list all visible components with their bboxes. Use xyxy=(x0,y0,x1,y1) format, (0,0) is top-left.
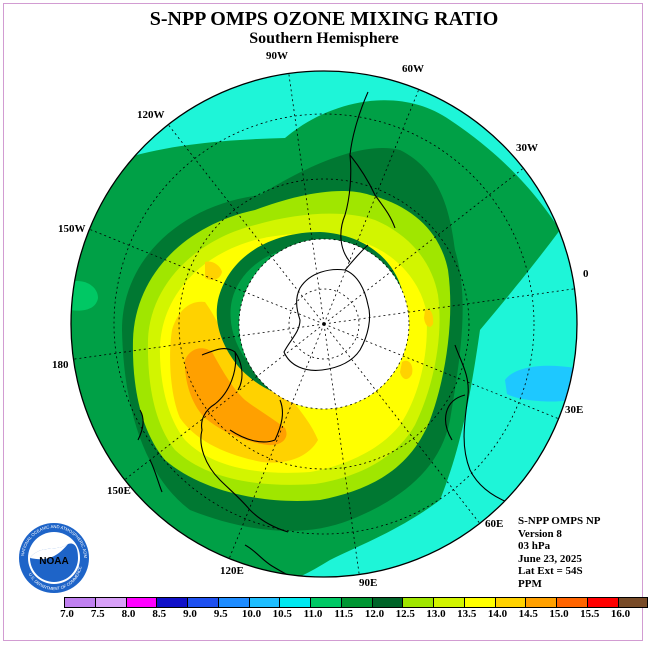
meridian-line xyxy=(323,323,559,420)
longitude-label: 180 xyxy=(52,359,69,371)
colorbar xyxy=(64,597,648,608)
latitude-circle-60s xyxy=(178,178,470,470)
colorbar-cell xyxy=(187,597,218,608)
meridian-line xyxy=(89,228,325,325)
longitude-label: 120E xyxy=(220,565,244,577)
longitude-label: 150W xyxy=(58,223,86,235)
colorbar-tick-label: 14.0 xyxy=(487,608,508,620)
gold-spot-northeast xyxy=(424,308,434,327)
colorbar-tick-label: 7.0 xyxy=(60,608,74,620)
info-pressure-level: 03 hPa xyxy=(518,540,551,552)
colorbar-tick-label: 9.0 xyxy=(183,608,197,620)
colorbar-tick-label: 15.0 xyxy=(549,608,569,620)
colorbar-cell xyxy=(340,597,372,608)
info-units: PPM xyxy=(518,577,542,590)
longitude-label: 90W xyxy=(266,50,288,62)
colorbar-tick-label: 10.0 xyxy=(241,608,262,620)
longitude-label: 30E xyxy=(565,404,584,416)
colorbar-cell xyxy=(494,597,526,608)
info-instrument: S-NPP OMPS NP xyxy=(518,515,601,527)
longitude-label: 0 xyxy=(583,268,589,280)
map-frame xyxy=(3,3,643,641)
colorbar-cell xyxy=(556,597,587,608)
gold-spot-east xyxy=(400,360,413,380)
map-boundary xyxy=(70,70,578,578)
colorbar-tick-label: 13.0 xyxy=(426,608,446,620)
colorbar-cell xyxy=(248,597,280,608)
meridian-line xyxy=(288,73,325,325)
graticule xyxy=(73,73,575,575)
colorbar-cell xyxy=(371,597,403,608)
meridian-line xyxy=(124,323,325,481)
colorbar-tick-label: 12.0 xyxy=(364,608,385,620)
colorbar-tick-label: 8.5 xyxy=(152,608,167,620)
latitude-circle-50s xyxy=(113,113,535,535)
colorbar-cell xyxy=(525,597,556,608)
colorbar-cell xyxy=(217,597,249,608)
colorbar-tick-label: 16.0 xyxy=(610,608,631,620)
longitude-label: 30W xyxy=(516,142,538,154)
colorbar-cell xyxy=(586,597,618,608)
colorbar-tick-label: 15.5 xyxy=(580,608,600,620)
colorbar-tick-label: 11.0 xyxy=(303,608,323,620)
latitude-circle-80s xyxy=(288,288,360,360)
colorbar-tick-label: 12.5 xyxy=(395,608,415,620)
colorbar-cell xyxy=(433,597,464,608)
green-patch-west xyxy=(71,281,98,311)
colorbar-tick-label: 9.5 xyxy=(213,608,228,620)
logo-text: NOAA xyxy=(39,556,68,567)
ozone-field xyxy=(71,71,577,577)
colorbar-tick-label: 10.5 xyxy=(272,608,292,620)
colorbar-cell xyxy=(617,597,648,608)
meridian-line xyxy=(228,323,325,559)
meridian-line xyxy=(73,323,325,360)
longitude-label: 120W xyxy=(137,109,165,121)
colorbar-tick-label: 11.5 xyxy=(334,608,354,620)
colorbar-tick-label: 13.5 xyxy=(457,608,477,620)
colorbar-cell xyxy=(156,597,187,608)
colorbar-cell xyxy=(64,597,95,608)
longitude-label: 60W xyxy=(402,63,424,75)
meridian-line xyxy=(167,124,325,325)
colorbar-tick-label: 7.5 xyxy=(90,608,105,620)
meridian-lines xyxy=(73,73,575,575)
meridian-line xyxy=(323,288,575,325)
colorbar-tick-label: 14.5 xyxy=(518,608,538,620)
info-lat-extent: Lat Ext = 54S xyxy=(518,565,583,577)
colorbar-cell xyxy=(463,597,495,608)
orange-region-west xyxy=(184,348,287,446)
colorbar-cell xyxy=(310,597,341,608)
info-date: June 23, 2025 xyxy=(518,552,582,565)
meridian-line xyxy=(323,323,481,524)
colorbar-cell xyxy=(279,597,310,608)
noaa-logo: NOAA NATIONAL OCEANIC AND ATMOSPHERIC AD… xyxy=(18,522,89,593)
colorbar-cell xyxy=(125,597,157,608)
light-blue-patch-east xyxy=(505,365,577,402)
meridian-line xyxy=(323,167,524,325)
info-block: S-NPP OMPS NP Version 8 03 hPa June 23, … xyxy=(518,515,601,590)
info-version: Version 8 xyxy=(518,527,562,540)
map-title: S-NPP OMPS OZONE MIXING RATIO xyxy=(149,8,499,30)
map-subtitle: Southern Hemisphere xyxy=(249,30,399,47)
gold-spot-south xyxy=(205,261,222,280)
colorbar-cell xyxy=(402,597,433,608)
latitude-circle-70s xyxy=(238,238,410,410)
logo-bird xyxy=(30,544,68,560)
colorbar-labels: 7.0 7.5 8.0 8.5 9.0 9.5 10.0 10.5 11.0 11.5 12.0 12… xyxy=(0,608,648,622)
longitude-label: 90E xyxy=(359,577,378,589)
longitude-label: 60E xyxy=(485,518,504,530)
meridian-line xyxy=(323,89,420,325)
meridian-line xyxy=(323,323,360,575)
longitude-label: 150E xyxy=(107,485,131,497)
colorbar-cell xyxy=(94,597,126,608)
colorbar-tick-label: 8.0 xyxy=(121,608,136,620)
